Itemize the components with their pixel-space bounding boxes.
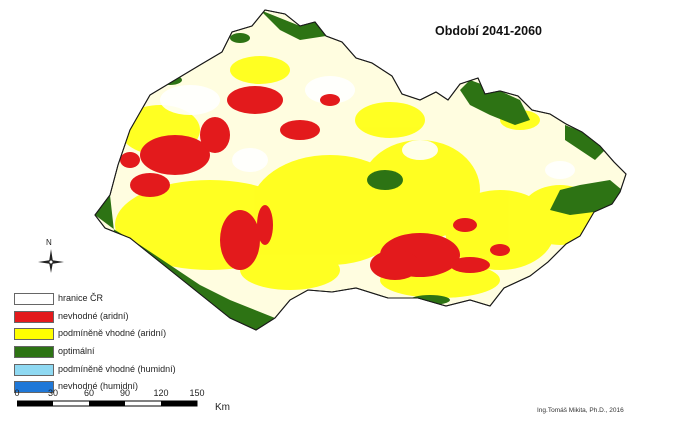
scale-tick-label: 60 bbox=[83, 388, 95, 398]
legend-label: podmíněně vhodné (aridní) bbox=[58, 328, 167, 339]
zone-unsuitable-arid bbox=[120, 86, 510, 280]
legend-label: nevhodné (aridní) bbox=[58, 310, 129, 321]
legend-label: hranice ČR bbox=[58, 293, 104, 303]
legend-swatch bbox=[14, 346, 54, 359]
legend-swatch bbox=[14, 363, 54, 376]
north-arrow: N bbox=[34, 237, 68, 282]
author-credit: Ing.Tomáš Mikita, Ph.D., 2016 bbox=[537, 407, 624, 414]
map-title: Období 2041-2060 bbox=[435, 24, 542, 38]
legend-label: nevhodné (humidní) bbox=[58, 381, 139, 392]
scale-tick-label: 30 bbox=[47, 388, 59, 398]
scale-tick-label: 0 bbox=[14, 388, 20, 398]
north-label: N bbox=[46, 238, 52, 247]
scale-tick-label: 150 bbox=[189, 388, 205, 398]
zone-conditionally-suitable-arid bbox=[115, 56, 600, 298]
scale-bar-graphic bbox=[17, 400, 198, 407]
scale-unit: Km bbox=[215, 402, 230, 413]
legend-swatch bbox=[14, 293, 54, 305]
legend-swatch bbox=[14, 310, 54, 323]
legend-label: optimální bbox=[58, 346, 95, 357]
compass-icon: N bbox=[38, 238, 64, 273]
scale-bar: 0 30 60 90 120 150 Km bbox=[14, 388, 230, 416]
zone-optimal bbox=[95, 10, 622, 330]
scale-tick-label: 120 bbox=[153, 388, 169, 398]
legend-swatch bbox=[14, 328, 54, 341]
scale-tick-label: 90 bbox=[119, 388, 131, 398]
legend-swatch bbox=[14, 381, 54, 394]
legend-label: podmíněně vhodné (humidní) bbox=[58, 363, 176, 374]
